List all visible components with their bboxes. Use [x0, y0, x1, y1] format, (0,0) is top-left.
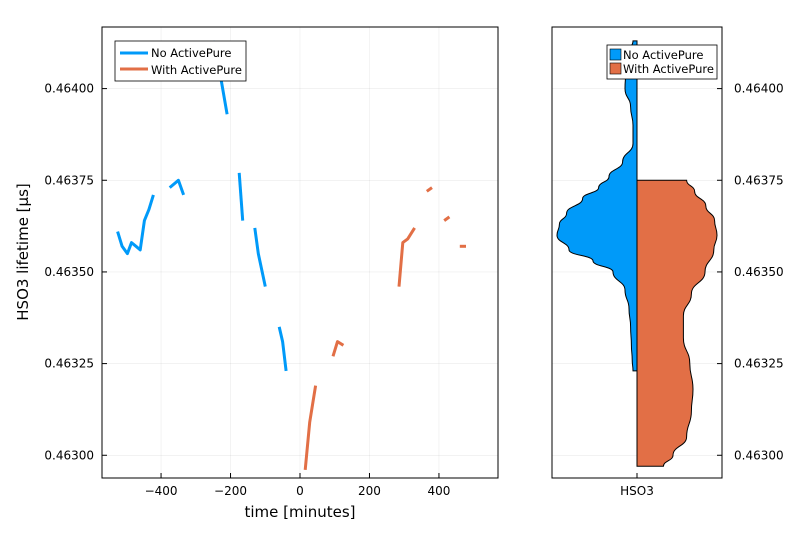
time-series-plot: −400 −200 0 200 400 0.463000.463250.463500.4…	[14, 26, 499, 521]
violin-with-activepure	[636, 179, 718, 467]
series-segment-no-activepure	[277, 326, 288, 372]
x-tick-label: −200	[214, 484, 247, 498]
legend-label-no-activepure-right: No ActivePure	[623, 48, 703, 62]
y-tick-label-right: 0.46350	[734, 265, 784, 279]
left-series-lines	[116, 40, 466, 471]
right-legend: No ActivePure With ActivePure	[606, 44, 718, 80]
y-tick-label-right: 0.46300	[734, 448, 784, 462]
y-axis-label: HSO3 lifetime [µs]	[14, 183, 32, 320]
x-axis-label: time [minutes]	[244, 503, 355, 521]
y-tick-label-right: 0.46400	[734, 82, 784, 96]
right-legend-box	[606, 44, 718, 80]
series-segment-with-activepure	[425, 186, 433, 193]
series-segment-with-activepure	[443, 215, 451, 222]
series-segment-with-activepure	[331, 340, 345, 357]
left-legend-box	[114, 40, 247, 82]
legend-swatch-with-activepure	[609, 62, 622, 75]
x-tick-label: 0	[296, 484, 304, 498]
violin-plot: 0.46300 0.46325 0.46350 0.46375 0.46400 HSO3…	[551, 26, 784, 498]
y-tick-label-right: 0.46375	[734, 173, 784, 187]
y-tick-label: 0.46300	[44, 448, 94, 462]
right-y-ticks: 0.46300 0.46325 0.46350 0.46375 0.46400	[717, 82, 784, 462]
category-label-hso3: HSO3	[620, 484, 654, 498]
series-segment-no-activepure	[116, 194, 155, 256]
series-segment-no-activepure	[253, 227, 267, 287]
left-legend: No ActivePure With ActivePure	[114, 40, 247, 82]
y-tick-label: 0.46400	[44, 82, 94, 96]
series-segment-with-activepure	[303, 385, 318, 471]
series-segment-no-activepure	[237, 172, 245, 221]
left-y-ticks: 0.46300 0.46325 0.46350 0.46375 0.46400	[44, 82, 107, 462]
violins	[556, 40, 718, 467]
y-tick-label: 0.46375	[44, 173, 94, 187]
legend-label-no-activepure: No ActivePure	[151, 46, 231, 60]
y-tick-label: 0.46325	[44, 357, 94, 371]
series-segment-no-activepure	[168, 178, 186, 196]
left-grid	[102, 27, 498, 478]
legend-label-with-activepure: With ActivePure	[151, 63, 242, 77]
series-segment-with-activepure	[397, 227, 416, 287]
y-tick-label: 0.46350	[44, 265, 94, 279]
violin-no-activepure	[556, 40, 638, 372]
y-tick-label-right: 0.46325	[734, 357, 784, 371]
left-x-ticks: −400 −200 0 200 400	[145, 473, 450, 498]
x-tick-label: 200	[358, 484, 381, 498]
legend-label-with-activepure-right: With ActivePure	[623, 62, 714, 76]
x-tick-label: −400	[145, 484, 178, 498]
legend-swatch-no-activepure	[609, 48, 622, 61]
x-tick-label: 400	[427, 484, 450, 498]
